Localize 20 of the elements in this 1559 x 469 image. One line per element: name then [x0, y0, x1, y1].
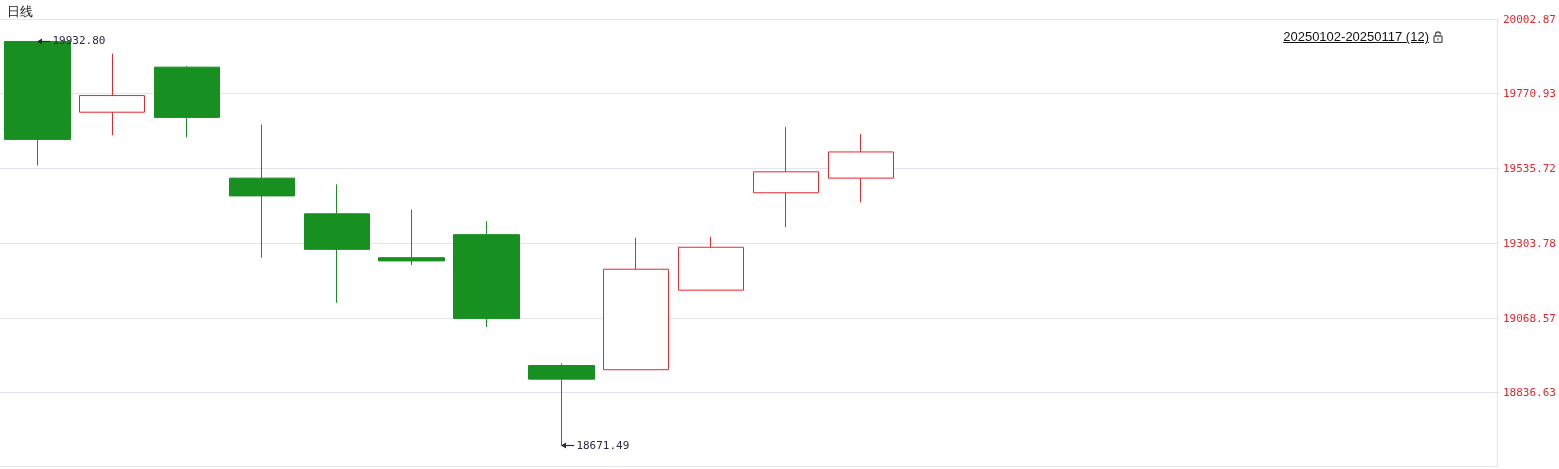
candlestick: [304, 183, 370, 304]
y-tick-label: 18836.63: [1503, 386, 1556, 400]
y-tick-label: 19303.78: [1503, 236, 1556, 250]
y-tick-label: 20002.87: [1503, 12, 1556, 26]
chart-title: 日线: [7, 4, 33, 19]
y-tick-label: 19770.93: [1503, 86, 1556, 100]
candlestick: [603, 237, 669, 371]
candlestick: [678, 236, 744, 291]
y-tick-label: 19535.72: [1503, 162, 1556, 176]
candlestick: [753, 126, 819, 228]
candlestick: [378, 209, 445, 266]
annotation: 19932.80: [52, 34, 106, 49]
annotation: 20250102-20250117 (12): [1283, 29, 1429, 44]
candlestick: [79, 53, 145, 136]
y-tick-label: 19068.57: [1503, 311, 1556, 325]
annotation: 18671.49: [576, 438, 630, 453]
candlestick: [453, 220, 520, 328]
candlestick: [154, 65, 220, 138]
candlestick: [828, 133, 894, 203]
candlestick: [229, 124, 295, 259]
